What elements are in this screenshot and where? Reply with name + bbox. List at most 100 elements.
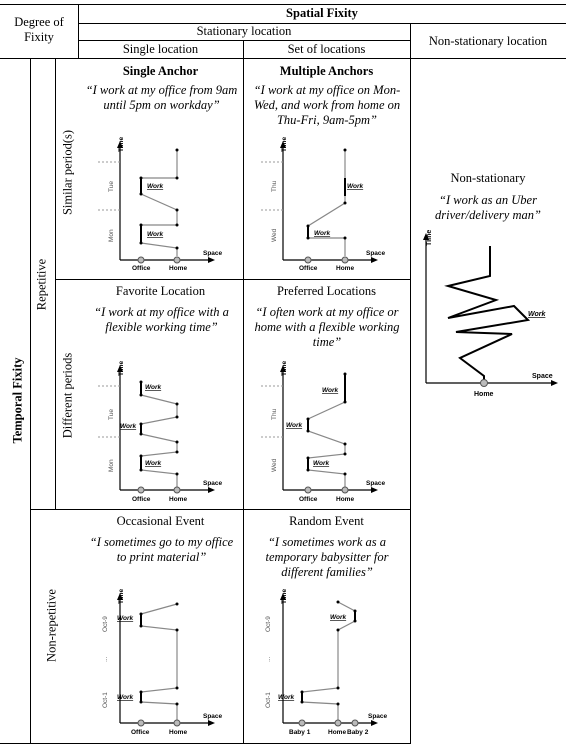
thu-label: Thu [271, 408, 278, 420]
mon-label: Mon [108, 229, 115, 242]
wed-label: Wed [271, 458, 278, 472]
time-axis-label: Time [118, 137, 125, 152]
table-top-border [0, 4, 566, 5]
non-repetitive-label: Non-repetitive [44, 589, 59, 662]
preferred-locations-quote: “I often work at my office or home with … [254, 305, 400, 349]
preferred-locations-diagram: Time Space Work Work Work Office Home Th… [261, 361, 386, 503]
home-label: Home [474, 391, 494, 398]
random-event-title: Random Event [289, 514, 364, 528]
divider [243, 40, 244, 743]
space-axis-label: Space [366, 480, 386, 487]
home-label: Home [336, 496, 354, 503]
different-periods-label: Different periods [60, 352, 75, 439]
ellipsis-label: ... [102, 656, 109, 662]
favorite-location-quote: “I work at my office with a flexible wor… [94, 305, 229, 334]
similar-periods-label: Similar period(s) [60, 129, 75, 216]
tue-label: Tue [108, 181, 115, 192]
divider [30, 58, 31, 743]
time-axis-label: Time [281, 361, 288, 376]
office-label: Office [131, 729, 150, 736]
office-label: Office [299, 496, 318, 503]
work-label: Work [330, 614, 347, 621]
home-label: Home [169, 496, 187, 503]
non-stationary-location-header: Non-stationary location [428, 34, 548, 48]
divider [55, 58, 56, 509]
time-axis-label: Time [281, 137, 288, 152]
header-bottom-border [0, 58, 566, 59]
work-label: Work [528, 311, 546, 318]
work-label: Work [117, 694, 134, 701]
time-axis-label: Time [118, 589, 125, 604]
tue-label: Tue [108, 409, 115, 420]
spatial-fixity-header: Spatial Fixity [286, 6, 358, 20]
single-anchor-title: Single Anchor [122, 64, 199, 78]
time-axis-label: Time [281, 589, 288, 604]
multiple-anchors-title: Multiple Anchors [279, 64, 374, 78]
space-axis-label: Space [366, 250, 386, 257]
office-label: Office [132, 496, 151, 503]
favorite-location-diagram: Time Space Work Work Work Office Home Tu… [98, 361, 223, 503]
non-stationary-title: Non-stationary [450, 171, 526, 185]
work-label: Work [314, 230, 331, 237]
work-label: Work [145, 460, 162, 467]
work-label: Work [347, 183, 364, 190]
single-anchor-diagram: Time Space Work Work Office Home Tue Mon [98, 137, 223, 272]
single-anchor-quote: “I work at my office from 9am until 5pm … [85, 83, 238, 112]
occasional-event-title: Occasional Event [116, 514, 205, 528]
thu-label: Thu [271, 180, 278, 192]
mon-label: Mon [108, 459, 115, 472]
space-axis-label: Space [203, 250, 223, 257]
divider [55, 279, 411, 280]
occasional-event-quote: “I sometimes go to my office to print ma… [89, 535, 234, 564]
work-label: Work [286, 422, 303, 429]
oct1-label: Oct-1 [102, 692, 109, 708]
single-location-header: Single location [122, 42, 199, 56]
home-label: Home [169, 729, 187, 736]
ellipsis-label: ... [265, 656, 272, 662]
non-stationary-diagram: Time Space Work Home [423, 230, 558, 398]
work-label: Work [147, 183, 164, 190]
work-label: Work [322, 387, 339, 394]
divider [78, 23, 566, 24]
preferred-locations-title: Preferred Locations [277, 284, 376, 298]
wed-label: Wed [271, 228, 278, 242]
divider [78, 40, 410, 41]
oct1-label: Oct-1 [265, 692, 272, 708]
space-axis-label: Space [368, 713, 388, 720]
table-bottom-border [0, 743, 411, 744]
home-label: Home [169, 265, 187, 272]
degree-of-fixity-label: Degree of Fixity [14, 15, 64, 44]
occasional-event-diagram: Time Space Work Work Office Home Oct-9 .… [102, 589, 223, 736]
divider [410, 23, 411, 743]
random-event-diagram: Time Space Work Work Baby 1 Home Baby 2 … [265, 589, 388, 736]
oct9-label: Oct-9 [265, 616, 272, 632]
favorite-location-title: Favorite Location [115, 284, 206, 298]
stationary-location-header: Stationary location [196, 24, 292, 38]
temporal-fixity-label: Temporal Fixity [10, 357, 25, 444]
divider [78, 4, 79, 58]
space-axis-label: Space [203, 713, 223, 720]
office-label: Office [132, 265, 151, 272]
work-label: Work [145, 384, 162, 391]
multiple-anchors-diagram: Time Space Work Work Office Home Thu Wed [261, 137, 386, 272]
baby2-label: Baby 2 [347, 729, 369, 736]
baby1-label: Baby 1 [289, 729, 311, 736]
home-label: Home [328, 729, 346, 736]
work-label: Work [147, 231, 164, 238]
office-label: Office [299, 265, 318, 272]
multiple-anchors-quote: “I work at my office on Mon-Wed, and wor… [253, 83, 401, 127]
time-axis-label: Time [118, 361, 125, 376]
space-axis-label: Space [203, 480, 223, 487]
work-label: Work [278, 694, 295, 701]
non-stationary-quote: “I work as an Uber driver/delivery man” [435, 193, 541, 222]
random-event-quote: “I sometimes work as a temporary babysit… [265, 535, 389, 579]
home-label: Home [336, 265, 354, 272]
space-axis-label: Space [532, 373, 553, 380]
oct9-label: Oct-9 [102, 616, 109, 632]
divider [30, 509, 411, 510]
set-of-locations-header: Set of locations [287, 42, 366, 56]
repetitive-label: Repetitive [34, 258, 49, 311]
time-axis-label: Time [426, 230, 433, 246]
work-label: Work [120, 423, 137, 430]
work-label: Work [117, 615, 134, 622]
